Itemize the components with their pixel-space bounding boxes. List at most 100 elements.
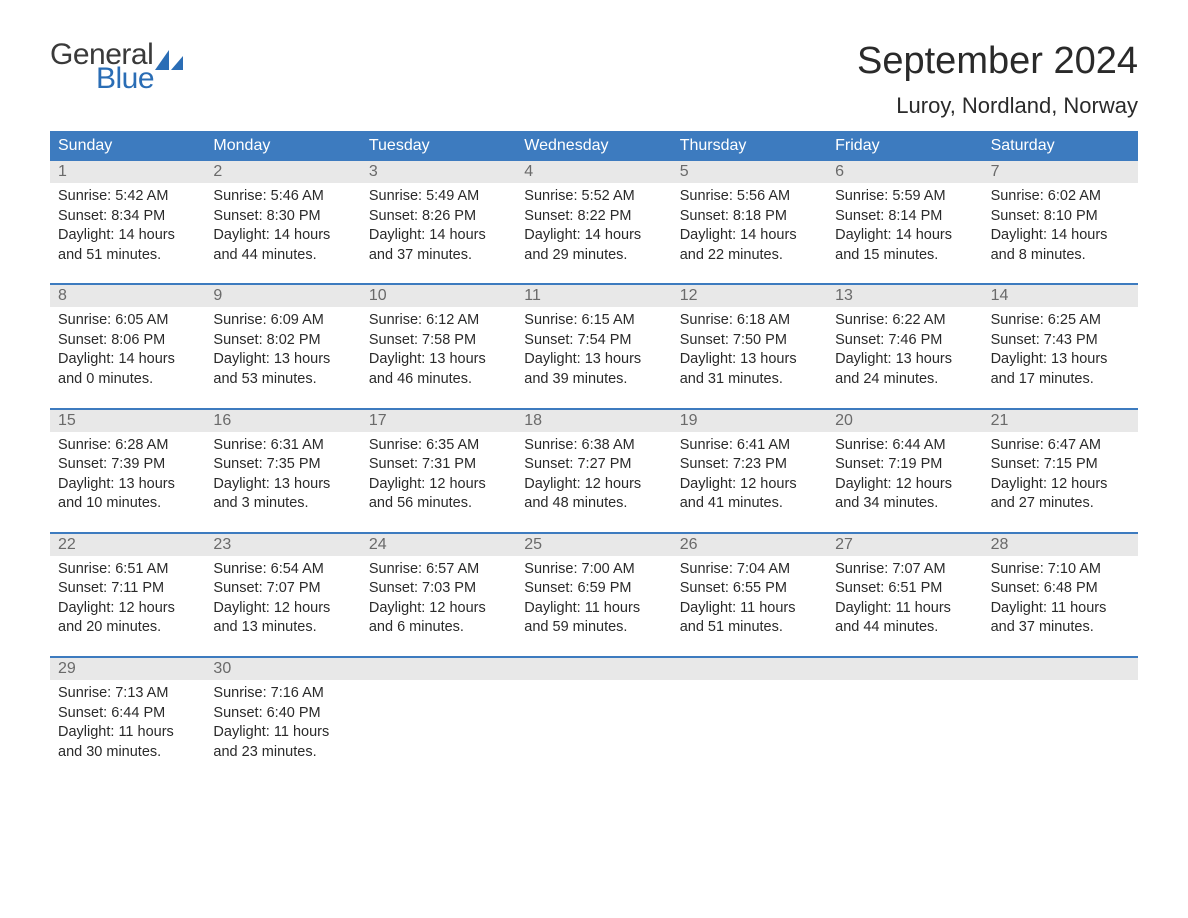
daylight-text: and 30 minutes. [58,743,197,763]
daylight-text: and 48 minutes. [524,494,663,514]
daylight-text: and 46 minutes. [369,370,508,390]
daylight-text: Daylight: 13 hours [524,350,663,370]
daylight-text: and 15 minutes. [835,246,974,266]
weekday-header: Sunday [50,131,205,161]
calendar-week: 1234567Sunrise: 5:42 AMSunset: 8:34 PMDa… [50,161,1138,265]
sunset-text: Sunset: 7:58 PM [369,331,508,351]
sunrise-text: Sunrise: 6:47 AM [991,436,1130,456]
day-number: 23 [205,534,360,556]
day-number: 17 [361,410,516,432]
day-cell: Sunrise: 6:47 AMSunset: 7:15 PMDaylight:… [983,432,1138,514]
day-number: 21 [983,410,1138,432]
day-number: 28 [983,534,1138,556]
day-cell [983,680,1138,762]
sunrise-text: Sunrise: 6:31 AM [213,436,352,456]
daylight-text: and 22 minutes. [680,246,819,266]
sunrise-text: Sunrise: 6:35 AM [369,436,508,456]
calendar-week: 2930Sunrise: 7:13 AMSunset: 6:44 PMDayli… [50,656,1138,762]
sunset-text: Sunset: 7:27 PM [524,455,663,475]
day-cell: Sunrise: 5:42 AMSunset: 8:34 PMDaylight:… [50,183,205,265]
day-cell: Sunrise: 7:13 AMSunset: 6:44 PMDaylight:… [50,680,205,762]
sunset-text: Sunset: 8:22 PM [524,207,663,227]
sunrise-text: Sunrise: 6:12 AM [369,311,508,331]
daylight-text: Daylight: 11 hours [680,599,819,619]
day-cell [672,680,827,762]
daylight-text: Daylight: 13 hours [369,350,508,370]
day-number: 7 [983,161,1138,183]
day-cell [361,680,516,762]
day-cell: Sunrise: 6:09 AMSunset: 8:02 PMDaylight:… [205,307,360,389]
sunset-text: Sunset: 7:31 PM [369,455,508,475]
daylight-text: Daylight: 11 hours [58,723,197,743]
daylight-text: and 44 minutes. [213,246,352,266]
day-cell: Sunrise: 6:57 AMSunset: 7:03 PMDaylight:… [361,556,516,638]
sunrise-text: Sunrise: 6:09 AM [213,311,352,331]
sunset-text: Sunset: 7:43 PM [991,331,1130,351]
day-number: 18 [516,410,671,432]
day-number: 3 [361,161,516,183]
weekday-header: Monday [205,131,360,161]
daylight-text: Daylight: 12 hours [369,599,508,619]
day-cell: Sunrise: 6:22 AMSunset: 7:46 PMDaylight:… [827,307,982,389]
sunrise-text: Sunrise: 6:02 AM [991,187,1130,207]
daylight-text: and 8 minutes. [991,246,1130,266]
daylight-text: and 20 minutes. [58,618,197,638]
day-number: 29 [50,658,205,680]
sunrise-text: Sunrise: 7:04 AM [680,560,819,580]
sunrise-text: Sunrise: 6:05 AM [58,311,197,331]
day-cell: Sunrise: 6:05 AMSunset: 8:06 PMDaylight:… [50,307,205,389]
daylight-text: Daylight: 12 hours [369,475,508,495]
day-number: 2 [205,161,360,183]
sunrise-text: Sunrise: 5:46 AM [213,187,352,207]
day-cell: Sunrise: 6:18 AMSunset: 7:50 PMDaylight:… [672,307,827,389]
sunrise-text: Sunrise: 7:07 AM [835,560,974,580]
daylight-text: and 39 minutes. [524,370,663,390]
day-cell: Sunrise: 7:00 AMSunset: 6:59 PMDaylight:… [516,556,671,638]
weekday-header: Saturday [983,131,1138,161]
day-cell: Sunrise: 5:49 AMSunset: 8:26 PMDaylight:… [361,183,516,265]
day-number: 1 [50,161,205,183]
day-cell: Sunrise: 6:28 AMSunset: 7:39 PMDaylight:… [50,432,205,514]
day-cell: Sunrise: 7:04 AMSunset: 6:55 PMDaylight:… [672,556,827,638]
day-cell: Sunrise: 7:07 AMSunset: 6:51 PMDaylight:… [827,556,982,638]
sunrise-text: Sunrise: 6:15 AM [524,311,663,331]
daylight-text: Daylight: 14 hours [991,226,1130,246]
day-cell: Sunrise: 5:56 AMSunset: 8:18 PMDaylight:… [672,183,827,265]
day-number: 6 [827,161,982,183]
daynum-row: 15161718192021 [50,410,1138,432]
sunset-text: Sunset: 8:10 PM [991,207,1130,227]
sunrise-text: Sunrise: 6:54 AM [213,560,352,580]
day-cell: Sunrise: 6:02 AMSunset: 8:10 PMDaylight:… [983,183,1138,265]
day-cell: Sunrise: 6:25 AMSunset: 7:43 PMDaylight:… [983,307,1138,389]
daylight-text: Daylight: 12 hours [680,475,819,495]
daynum-row: 2930 [50,658,1138,680]
daylight-text: and 59 minutes. [524,618,663,638]
daylight-text: Daylight: 12 hours [58,599,197,619]
sunset-text: Sunset: 6:44 PM [58,704,197,724]
daylight-text: Daylight: 14 hours [58,350,197,370]
month-title: September 2024 [857,40,1138,83]
daylight-text: and 44 minutes. [835,618,974,638]
day-cell [516,680,671,762]
calendar-week: 22232425262728Sunrise: 6:51 AMSunset: 7:… [50,532,1138,638]
day-cell: Sunrise: 7:10 AMSunset: 6:48 PMDaylight:… [983,556,1138,638]
day-number: 13 [827,285,982,307]
daylight-text: and 27 minutes. [991,494,1130,514]
sunset-text: Sunset: 8:34 PM [58,207,197,227]
sunset-text: Sunset: 7:19 PM [835,455,974,475]
day-number: 5 [672,161,827,183]
daylight-text: Daylight: 13 hours [835,350,974,370]
daylight-text: and 24 minutes. [835,370,974,390]
sunrise-text: Sunrise: 6:44 AM [835,436,974,456]
sunset-text: Sunset: 7:39 PM [58,455,197,475]
daylight-text: and 53 minutes. [213,370,352,390]
sunset-text: Sunset: 7:35 PM [213,455,352,475]
sunrise-text: Sunrise: 7:00 AM [524,560,663,580]
sunset-text: Sunset: 7:11 PM [58,579,197,599]
daylight-text: Daylight: 12 hours [835,475,974,495]
daynum-row: 22232425262728 [50,534,1138,556]
day-number: 20 [827,410,982,432]
day-number: 30 [205,658,360,680]
day-cell: Sunrise: 6:51 AMSunset: 7:11 PMDaylight:… [50,556,205,638]
daylight-text: Daylight: 13 hours [213,475,352,495]
